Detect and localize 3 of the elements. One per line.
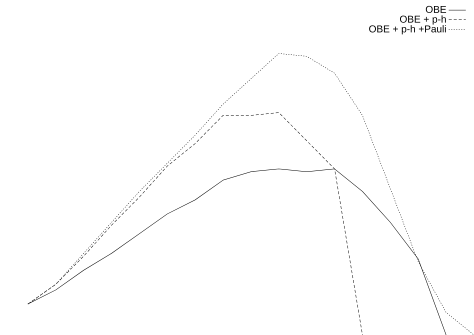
legend-label: OBE	[426, 6, 446, 13]
legend-label: OBE + p-h +Pauli	[369, 25, 446, 34]
legend-label: OBE + p-h	[400, 15, 446, 25]
